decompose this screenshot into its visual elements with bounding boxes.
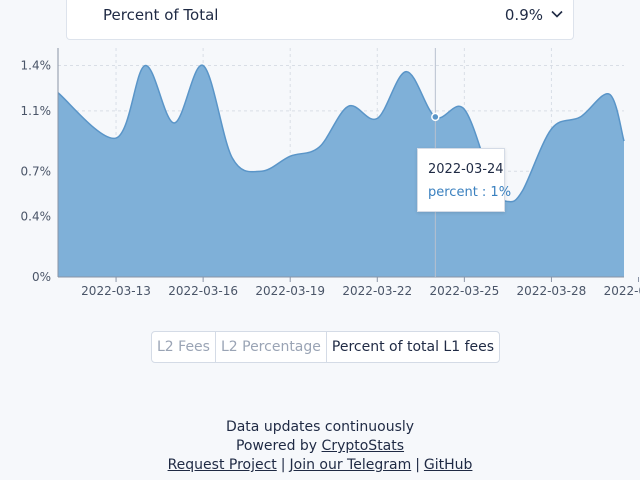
x-tick-label: 2022-03-28 bbox=[517, 284, 587, 298]
metric-selector-label: Percent of Total bbox=[103, 6, 219, 24]
footer-status: Data updates continuously bbox=[0, 419, 640, 435]
y-tick-label: 0.7% bbox=[21, 164, 52, 178]
area-fill bbox=[58, 65, 624, 277]
github-link[interactable]: GitHub bbox=[423, 457, 473, 473]
tab-l2-fees[interactable]: L2 Fees bbox=[152, 332, 216, 362]
tooltip-date: 2022-03-24 bbox=[428, 162, 504, 177]
area-line bbox=[57, 64, 625, 203]
y-tick-label: 0% bbox=[32, 270, 51, 284]
footer-update-text: Data updates continuously bbox=[225, 419, 415, 435]
hover-point bbox=[431, 112, 440, 122]
x-tick-label: 2022-03-22 bbox=[342, 284, 412, 298]
footer-links: Request Project | Join our Telegram | GitHub bbox=[0, 457, 640, 473]
request-project-link[interactable]: Request Project bbox=[167, 457, 277, 473]
metric-selector[interactable]: Percent of Total 0.9% bbox=[66, 0, 574, 40]
y-tick-label: 1.4% bbox=[21, 59, 52, 73]
tab-l2-percentage[interactable]: L2 Percentage bbox=[216, 332, 327, 362]
cryptostats-link[interactable]: CryptoStats bbox=[321, 438, 405, 454]
tooltip-value: percent : 1% bbox=[428, 185, 512, 200]
area-chart[interactable]: 0% 0.4% 0.7% 1.1% 1.4% 2022-03-13 2022-03-16 20… bbox=[0, 40, 640, 310]
y-tick-label: 1.1% bbox=[21, 104, 52, 118]
footer-separator: | bbox=[415, 457, 420, 473]
x-tick-label: 2022-03-13 bbox=[81, 284, 151, 298]
y-tick-label: 0.4% bbox=[21, 210, 52, 224]
x-tick-label: 2022-04-01 bbox=[604, 284, 640, 298]
footer-powered-prefix: Powered by bbox=[235, 438, 322, 454]
footer-powered: Powered by CryptoStats bbox=[0, 438, 640, 454]
x-tick-label: 2022-03-25 bbox=[429, 284, 499, 298]
x-tick-label: 2022-03-16 bbox=[168, 284, 238, 298]
footer-separator: | bbox=[280, 457, 286, 473]
chevron-down-icon bbox=[551, 10, 563, 18]
telegram-link[interactable]: Join our Telegram bbox=[289, 457, 412, 473]
view-tabs: L2 Fees L2 Percentage Percent of total L… bbox=[151, 331, 501, 363]
chart-tooltip: 2022-03-24 percent : 1% bbox=[417, 148, 511, 212]
metric-selector-value: 0.9% bbox=[504, 6, 543, 24]
tab-percent-of-total-l1-fees[interactable]: Percent of total L1 fees bbox=[331, 339, 495, 355]
x-tick-label: 2022-03-19 bbox=[255, 284, 325, 298]
